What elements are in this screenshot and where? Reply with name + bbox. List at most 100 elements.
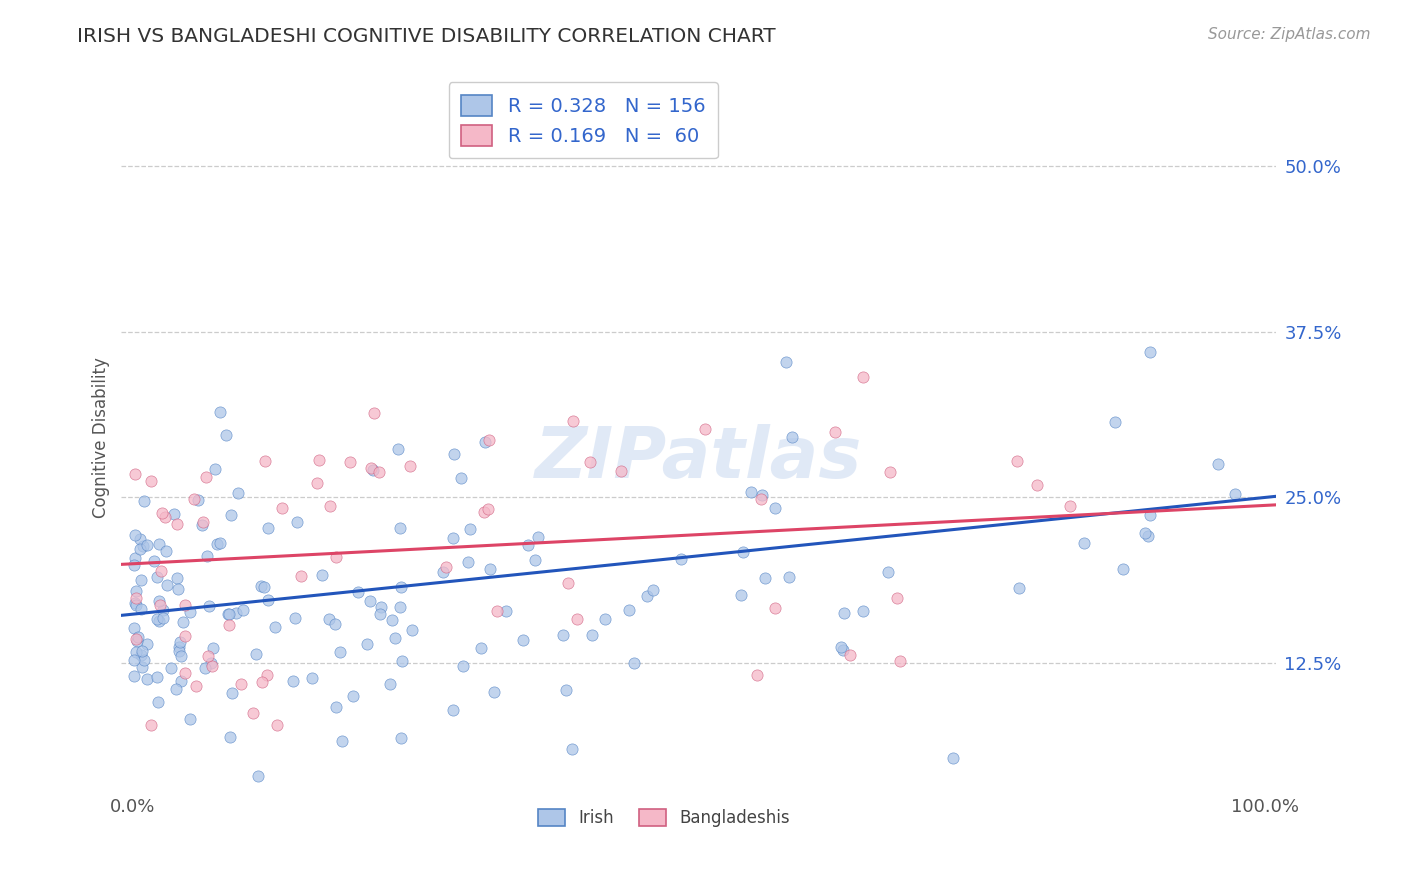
Point xyxy=(257,593,280,607)
Point xyxy=(731,545,754,559)
Point xyxy=(388,521,411,535)
Point xyxy=(131,660,153,674)
Point xyxy=(124,551,146,566)
Point xyxy=(478,562,501,576)
Point xyxy=(173,629,195,643)
Point xyxy=(831,643,853,657)
Point xyxy=(886,591,908,605)
Point xyxy=(150,506,173,520)
Point xyxy=(832,607,855,621)
Point xyxy=(143,554,166,568)
Point xyxy=(1139,344,1161,359)
Point xyxy=(389,599,412,614)
Point xyxy=(363,406,385,420)
Point xyxy=(209,404,232,418)
Point xyxy=(247,769,270,783)
Point xyxy=(555,683,578,698)
Point xyxy=(942,751,965,765)
Point xyxy=(284,611,307,625)
Point xyxy=(218,618,240,632)
Point xyxy=(356,638,378,652)
Point xyxy=(359,593,381,607)
Point xyxy=(250,675,273,690)
Point xyxy=(740,484,762,499)
Point xyxy=(474,435,496,450)
Point xyxy=(124,528,146,542)
Point xyxy=(1026,478,1049,492)
Point xyxy=(368,465,391,479)
Point xyxy=(205,537,228,551)
Point xyxy=(131,643,153,657)
Point xyxy=(1133,526,1156,541)
Point xyxy=(879,465,901,479)
Point xyxy=(129,574,152,588)
Point xyxy=(323,617,346,632)
Point xyxy=(623,657,645,671)
Point xyxy=(330,733,353,747)
Point xyxy=(122,621,145,635)
Point xyxy=(389,580,412,594)
Point xyxy=(166,517,188,532)
Point xyxy=(179,605,201,619)
Point xyxy=(399,458,422,473)
Point xyxy=(441,703,464,717)
Point xyxy=(763,500,786,515)
Point xyxy=(125,598,148,612)
Point xyxy=(325,549,347,564)
Point xyxy=(830,640,852,655)
Point xyxy=(1137,529,1160,543)
Point xyxy=(152,610,174,624)
Point xyxy=(1059,499,1081,513)
Point xyxy=(1206,457,1229,471)
Point xyxy=(197,599,219,614)
Point xyxy=(1005,453,1028,467)
Point xyxy=(1139,508,1161,523)
Point xyxy=(482,684,505,698)
Point xyxy=(451,659,474,673)
Point xyxy=(132,494,155,508)
Point xyxy=(132,653,155,667)
Point xyxy=(301,671,323,685)
Point xyxy=(219,508,242,522)
Point xyxy=(754,571,776,585)
Point xyxy=(245,647,267,661)
Point xyxy=(389,731,412,746)
Point xyxy=(229,677,252,691)
Point xyxy=(122,558,145,573)
Point xyxy=(636,589,658,603)
Point xyxy=(387,442,409,456)
Point xyxy=(125,632,148,646)
Point xyxy=(159,661,181,675)
Point xyxy=(169,635,191,649)
Point xyxy=(184,680,207,694)
Point xyxy=(242,706,264,720)
Text: ZIPatlas: ZIPatlas xyxy=(536,425,862,493)
Point xyxy=(434,559,457,574)
Point xyxy=(1104,415,1126,429)
Point xyxy=(250,579,273,593)
Legend: Irish, Bangladeshis: Irish, Bangladeshis xyxy=(531,802,796,834)
Point xyxy=(281,674,304,689)
Point xyxy=(166,571,188,585)
Point xyxy=(852,604,875,618)
Point xyxy=(124,467,146,481)
Point xyxy=(125,583,148,598)
Point xyxy=(1073,536,1095,550)
Point xyxy=(195,470,218,484)
Point xyxy=(325,700,347,714)
Point xyxy=(342,689,364,703)
Point xyxy=(380,677,402,691)
Point xyxy=(170,648,193,663)
Point xyxy=(195,549,218,563)
Point xyxy=(609,464,631,478)
Point xyxy=(149,598,172,612)
Point xyxy=(749,492,772,507)
Point xyxy=(443,447,465,461)
Point xyxy=(581,628,603,642)
Point xyxy=(311,567,333,582)
Point xyxy=(360,461,382,475)
Point xyxy=(135,637,157,651)
Point xyxy=(219,730,242,744)
Point xyxy=(565,611,588,625)
Point xyxy=(838,648,860,663)
